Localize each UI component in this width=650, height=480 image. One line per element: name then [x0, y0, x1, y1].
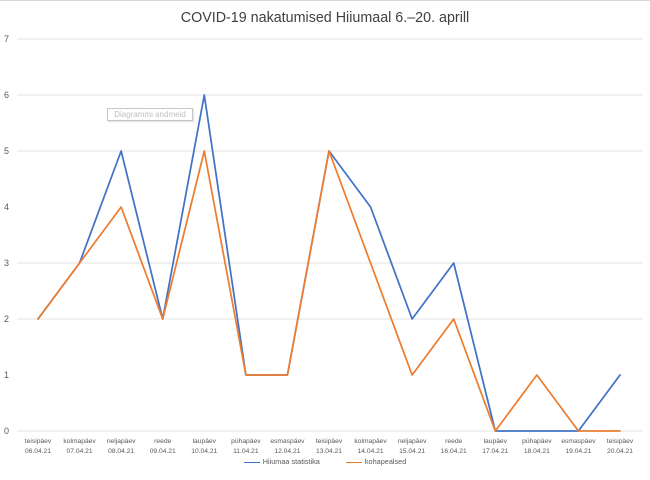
svg-text:06.04.21: 06.04.21	[25, 448, 51, 455]
svg-text:neljapäev: neljapäev	[107, 438, 136, 445]
svg-text:teisipäev: teisipäev	[607, 438, 634, 445]
svg-text:pühapäev: pühapäev	[231, 438, 261, 445]
svg-text:12.04.21: 12.04.21	[274, 448, 300, 455]
svg-text:15.04.21: 15.04.21	[399, 448, 425, 455]
svg-text:09.04.21: 09.04.21	[150, 448, 176, 455]
svg-text:13.04.21: 13.04.21	[316, 448, 342, 455]
svg-text:19.04.21: 19.04.21	[565, 448, 591, 455]
svg-text:07.04.21: 07.04.21	[67, 448, 93, 455]
svg-text:teisipäev: teisipäev	[316, 438, 343, 445]
svg-text:4: 4	[4, 202, 9, 212]
svg-text:kolmapäev: kolmapäev	[63, 438, 96, 445]
svg-text:10.04.21: 10.04.21	[191, 448, 217, 455]
svg-text:20.04.21: 20.04.21	[607, 448, 633, 455]
svg-text:5: 5	[4, 146, 9, 156]
svg-text:laupäev: laupäev	[484, 438, 508, 445]
svg-text:2: 2	[4, 314, 9, 324]
svg-text:11.04.21: 11.04.21	[233, 448, 259, 455]
svg-text:teisipäev: teisipäev	[25, 438, 52, 445]
svg-text:6: 6	[4, 90, 9, 100]
svg-text:17.04.21: 17.04.21	[482, 448, 508, 455]
svg-text:pühapäev: pühapäev	[522, 438, 552, 445]
svg-text:laupäev: laupäev	[193, 438, 217, 445]
svg-text:7: 7	[4, 34, 9, 44]
svg-text:16.04.21: 16.04.21	[441, 448, 467, 455]
svg-text:reede: reede	[154, 438, 171, 445]
svg-text:08.04.21: 08.04.21	[108, 448, 134, 455]
svg-text:neljapäev: neljapäev	[398, 438, 427, 445]
svg-text:kolmapäev: kolmapäev	[354, 438, 387, 445]
svg-text:1: 1	[4, 370, 9, 380]
svg-text:14.04.21: 14.04.21	[358, 448, 384, 455]
svg-text:3: 3	[4, 258, 9, 268]
svg-text:0: 0	[4, 426, 9, 436]
svg-text:esmaspäev: esmaspäev	[270, 438, 305, 445]
svg-text:18.04.21: 18.04.21	[524, 448, 550, 455]
svg-text:reede: reede	[445, 438, 462, 445]
svg-text:esmaspäev: esmaspäev	[561, 438, 596, 445]
